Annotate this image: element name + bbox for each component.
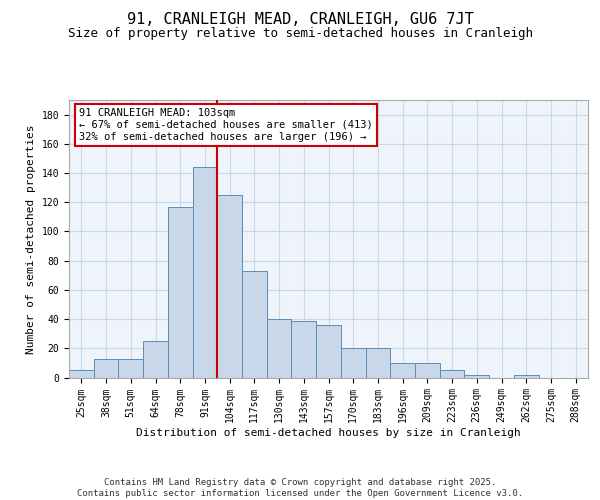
Bar [267,319,292,378]
Bar [69,370,94,378]
Bar [94,358,118,378]
Bar [217,195,242,378]
Bar [143,341,168,378]
Bar [390,363,415,378]
Bar [242,271,267,378]
Bar [168,206,193,378]
Bar [316,325,341,378]
Bar [341,348,365,378]
Bar [464,374,489,378]
Text: 91 CRANLEIGH MEAD: 103sqm
← 67% of semi-detached houses are smaller (413)
32% of: 91 CRANLEIGH MEAD: 103sqm ← 67% of semi-… [79,108,373,142]
Bar [514,374,539,378]
Bar [118,358,143,378]
Bar [292,320,316,378]
Bar [415,363,440,378]
Text: 91, CRANLEIGH MEAD, CRANLEIGH, GU6 7JT: 91, CRANLEIGH MEAD, CRANLEIGH, GU6 7JT [127,12,473,28]
Text: Size of property relative to semi-detached houses in Cranleigh: Size of property relative to semi-detach… [67,28,533,40]
Bar [440,370,464,378]
Bar [365,348,390,378]
Y-axis label: Number of semi-detached properties: Number of semi-detached properties [26,124,36,354]
Bar [193,167,217,378]
Text: Contains HM Land Registry data © Crown copyright and database right 2025.
Contai: Contains HM Land Registry data © Crown c… [77,478,523,498]
X-axis label: Distribution of semi-detached houses by size in Cranleigh: Distribution of semi-detached houses by … [136,428,521,438]
